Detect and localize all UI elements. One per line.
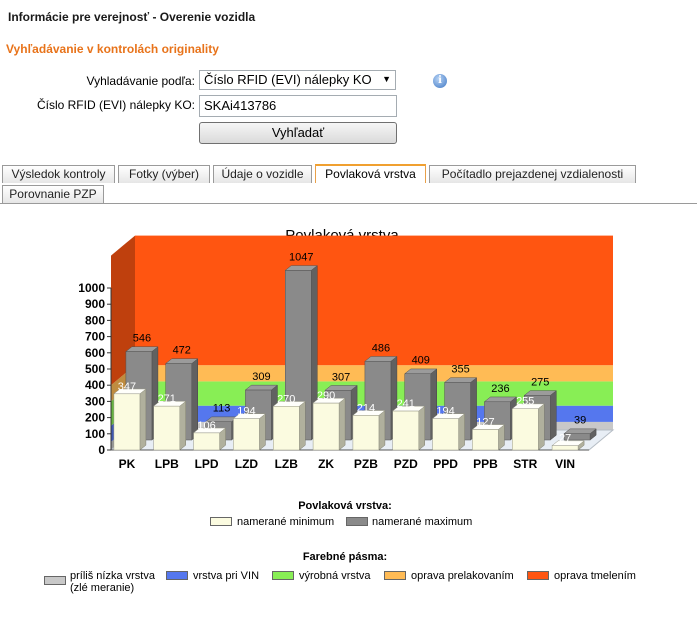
data-label-max-PZB: 486: [372, 342, 390, 354]
bar-max-VIN: [563, 428, 597, 441]
x-tick-label-ZK: ZK: [318, 457, 334, 471]
data-label-min-ZK: 290: [317, 390, 335, 402]
legend-label-minimum: namerané minimum: [237, 516, 335, 528]
legend-label-band-2: výrobná vrstva: [299, 570, 371, 582]
tab-fotky[interactable]: Fotky (výber): [118, 165, 210, 183]
legend-swatch-band-0: [44, 576, 66, 585]
x-tick-label-PZB: PZB: [354, 457, 378, 471]
data-label-min-PZD: 241: [397, 398, 415, 410]
bar-min-PZD: [392, 405, 426, 451]
y-tick-label-2: 200: [85, 411, 105, 425]
bar-min-LZB: [272, 400, 306, 451]
page-title: Informácie pre verejnosť - Overenie vozi…: [8, 10, 256, 24]
data-label-min-VIN: 27: [559, 433, 571, 445]
tabs-divider: [0, 203, 697, 204]
chevron-down-icon: ▼: [382, 74, 391, 84]
y-tick-label-0: 0: [98, 443, 105, 457]
data-label-min-PK: 347: [118, 381, 136, 393]
legend-label-band-4: oprava tmelením: [554, 570, 636, 582]
rfid-label: Číslo RFID (EVI) nálepky KO:: [36, 98, 195, 112]
data-label-min-STR: 255: [516, 396, 534, 408]
data-label-min-LPD: 106: [197, 420, 215, 432]
data-label-min-LZD: 194: [237, 406, 255, 418]
x-tick-label-LPB: LPB: [155, 457, 179, 471]
legend-label-band-3: oprava prelakovaním: [411, 570, 514, 582]
y-tick-label-1: 100: [85, 427, 105, 441]
search-button[interactable]: Vyhľadať: [199, 122, 397, 144]
legend-swatch-band-2: [272, 571, 294, 580]
data-label-max-STR: 275: [531, 376, 549, 388]
band-side-4: [111, 235, 135, 386]
bar-min-ZK: [312, 397, 346, 451]
data-label-max-PZD: 409: [412, 355, 430, 367]
y-tick-label-9: 900: [85, 297, 105, 311]
rfid-input[interactable]: SKAi413786: [199, 95, 397, 117]
bar-min-VIN: [551, 440, 585, 451]
bar-min-PZB: [352, 410, 386, 451]
data-label-max-PPD: 355: [451, 363, 469, 375]
data-label-min-LZB: 270: [277, 393, 295, 405]
legend-swatch-band-3: [384, 571, 406, 580]
bar-min-PK: [113, 388, 147, 451]
x-tick-label-STR: STR: [513, 457, 537, 471]
data-label-max-ZK: 307: [332, 371, 350, 383]
legend-label-band-1: vrstva pri VIN: [193, 570, 260, 582]
bar-min-LZD: [232, 413, 267, 451]
legend-label-maximum: namerané maximum: [372, 516, 473, 528]
legend-swatch-maximum: [346, 517, 368, 526]
x-tick-label-LZD: LZD: [235, 457, 259, 471]
bar-min-PPD: [431, 413, 466, 451]
legend-label-band-0: príliš nízka vrstva (zlé meranie): [70, 570, 155, 594]
y-tick-label-4: 400: [85, 378, 105, 392]
bar-min-LPB: [153, 400, 187, 451]
data-label-max-LPB: 472: [173, 345, 191, 357]
x-tick-label-VIN: VIN: [555, 457, 575, 471]
legend-swatch-band-1: [166, 571, 188, 580]
x-tick-label-LPD: LPD: [195, 457, 219, 471]
band-wall-4: [135, 235, 613, 366]
y-tick-label-6: 600: [85, 346, 105, 360]
legend-swatch-minimum: [210, 517, 232, 526]
x-tick-label-PPB: PPB: [473, 457, 498, 471]
x-tick-label-PK: PK: [119, 457, 136, 471]
data-label-min-PZB: 214: [357, 402, 375, 414]
tab-pocitadlo[interactable]: Počítadlo prejazdenej vzdialenosti: [429, 165, 636, 183]
info-icon[interactable]: i: [433, 74, 447, 88]
section-title: Vyhľadávanie v kontrolách originality: [6, 42, 219, 56]
bar-min-LPD: [192, 427, 227, 451]
search-by-value: Číslo RFID (EVI) nálepky KO: [204, 72, 372, 87]
legend-swatch-band-4: [527, 571, 549, 580]
search-by-label: Vyhladávanie podľa:: [86, 74, 195, 88]
search-by-select[interactable]: Číslo RFID (EVI) nálepky KO ▼: [199, 70, 396, 90]
tab-povlakova-vrstva[interactable]: Povlaková vrstva: [315, 164, 426, 183]
y-tick-label-10: 1000: [78, 281, 105, 295]
x-tick-label-PPD: PPD: [433, 457, 458, 471]
x-tick-label-PZD: PZD: [394, 457, 418, 471]
data-label-max-VIN: 39: [574, 415, 586, 427]
legend-title-bands: Farebné pásma:: [302, 551, 388, 563]
y-tick-label-5: 500: [85, 362, 105, 376]
bar-min-PPB: [471, 424, 506, 451]
data-label-min-PPD: 194: [436, 406, 454, 418]
data-label-max-LPD: 113: [213, 403, 231, 415]
data-label-min-LPB: 271: [158, 393, 176, 405]
legend-title-series: Povlaková vrstva:: [298, 500, 392, 512]
data-label-max-LZB: 1047: [289, 251, 313, 263]
y-tick-label-8: 800: [85, 313, 105, 327]
tab-porovnanie-pzp[interactable]: Porovnanie PZP: [2, 185, 104, 203]
tab-vysledok-kontroly[interactable]: Výsledok kontroly: [2, 165, 115, 183]
data-label-max-LZD: 309: [252, 371, 270, 383]
y-tick-label-7: 700: [85, 330, 105, 344]
x-tick-label-LZB: LZB: [275, 457, 299, 471]
y-tick-label-3: 300: [85, 394, 105, 408]
data-label-max-PK: 546: [133, 333, 151, 345]
data-label-max-PPB: 236: [491, 383, 509, 395]
bar-min-STR: [511, 403, 545, 451]
tab-udaje-o-vozidle[interactable]: Údaje o vozidle: [213, 165, 312, 183]
data-label-min-PPB: 127: [476, 416, 494, 428]
